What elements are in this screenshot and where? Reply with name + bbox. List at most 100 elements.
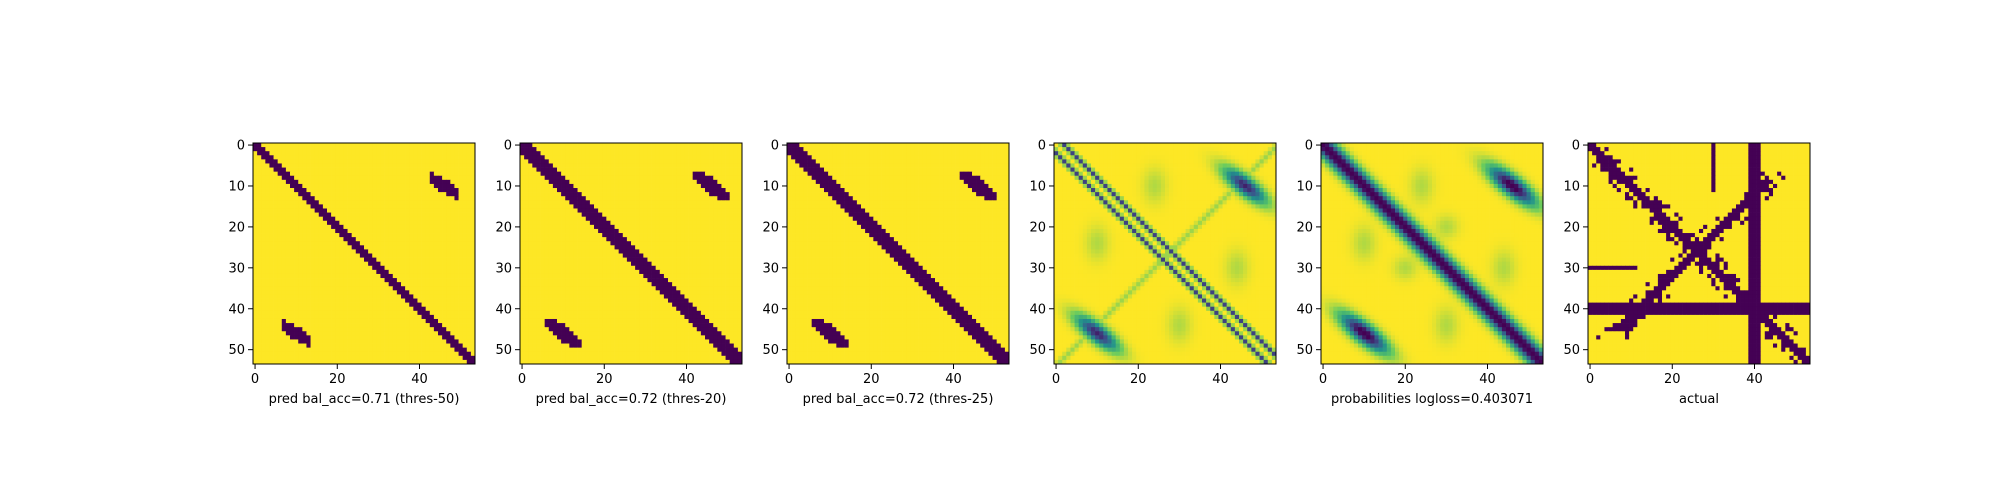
heatmap-cell (290, 306, 295, 312)
heatmap-cell (663, 224, 669, 230)
heatmap-cell (680, 257, 685, 263)
heatmap-cell (433, 290, 439, 295)
heatmap-cell (265, 306, 270, 312)
heatmap-cell (450, 261, 455, 267)
heatmap-cell (285, 351, 291, 357)
heatmap-cell (396, 323, 402, 328)
heatmap-cell (261, 228, 266, 234)
heatmap-cell (602, 228, 607, 234)
heatmap-cell (721, 155, 726, 160)
heatmap-cell (364, 347, 369, 353)
heatmap-cell (396, 143, 402, 148)
heatmap-cell (368, 257, 373, 263)
heatmap-cell (462, 302, 468, 308)
heatmap-cell (273, 237, 279, 242)
heatmap-cell (577, 208, 583, 213)
heatmap-cell (396, 351, 402, 357)
heatmap-cell (532, 220, 537, 226)
heatmap-cell (376, 220, 381, 226)
heatmap-cell (725, 233, 731, 238)
heatmap-cell (581, 143, 587, 148)
heatmap-cell (458, 204, 464, 209)
heatmap-cell (602, 188, 607, 193)
heatmap-cell (470, 147, 476, 152)
heatmap-cell (355, 343, 361, 348)
heatmap-cell (544, 237, 550, 242)
heatmap-cell (364, 208, 369, 213)
heatmap-cell (253, 257, 258, 263)
heatmap-cell (396, 265, 402, 271)
heatmap-cell (622, 188, 628, 193)
heatmap-cell (372, 339, 377, 344)
heatmap-cell (668, 216, 673, 222)
heatmap-cell (651, 188, 657, 193)
heatmap-cell (368, 241, 373, 246)
heatmap-cell (314, 212, 320, 218)
heatmap-cell (733, 257, 739, 263)
heatmap-cell (388, 278, 394, 283)
heatmap-cell (713, 233, 718, 238)
heatmap-cell (364, 331, 369, 336)
heatmap-cell (261, 273, 266, 279)
heatmap-cell (573, 286, 578, 291)
heatmap-cell (442, 216, 447, 222)
heatmap-cell (663, 212, 669, 218)
heatmap-cell (618, 175, 624, 181)
heatmap-cell (462, 355, 468, 361)
heatmap-cell (668, 196, 673, 201)
heatmap-cell (396, 163, 402, 168)
heatmap-cell (442, 351, 447, 357)
heatmap-cell (442, 155, 447, 160)
heatmap-cell (322, 359, 328, 365)
heatmap-cell (310, 327, 316, 332)
heatmap-cell (528, 175, 533, 181)
heatmap-cell (618, 216, 624, 222)
heatmap-cell (573, 192, 578, 197)
heatmap-cell (413, 269, 418, 275)
heatmap-cell (705, 151, 710, 156)
heatmap-cell (376, 331, 381, 336)
heatmap-cell (688, 257, 694, 263)
heatmap-cell (384, 208, 390, 213)
heatmap-cell (548, 167, 554, 172)
heatmap-cell (318, 302, 324, 308)
heatmap-cell (261, 327, 266, 332)
heatmap-cell (709, 278, 714, 283)
heatmap-cell (635, 208, 640, 213)
heatmap-cell (647, 216, 652, 222)
heatmap-cell (524, 286, 529, 291)
heatmap-cell (462, 327, 468, 332)
heatmap-cell (721, 273, 726, 279)
heatmap-cell (639, 265, 644, 271)
heatmap-cell (729, 143, 735, 148)
heatmap-cell (351, 265, 357, 271)
heatmap-cell (384, 331, 390, 336)
heatmap-cell (581, 237, 587, 242)
heatmap-cell (438, 257, 443, 263)
heatmap-cell (388, 335, 394, 340)
heatmap-cell (458, 175, 464, 181)
heatmap-cell (331, 331, 336, 336)
heatmap-cell (273, 323, 279, 328)
heatmap-cell (364, 212, 369, 218)
heatmap-cell (425, 347, 431, 353)
heatmap-cell (692, 233, 698, 238)
heatmap-cell (290, 331, 295, 336)
heatmap-cell (310, 314, 316, 320)
heatmap-cell (631, 163, 636, 168)
heatmap-cell (339, 314, 344, 320)
heatmap-cell (380, 237, 385, 242)
heatmap-cell (589, 290, 595, 295)
heatmap-cell (458, 278, 464, 283)
heatmap-cell (405, 151, 410, 156)
heatmap-cell (265, 347, 270, 353)
heatmap-cell (257, 323, 262, 328)
heatmap-cell (417, 359, 422, 365)
heatmap-cell (302, 298, 307, 303)
heatmap-cell (257, 241, 262, 246)
heatmap-cell (359, 208, 365, 213)
heatmap-cell (265, 294, 270, 299)
heatmap-cell (635, 204, 640, 209)
heatmap-cell (372, 224, 377, 230)
